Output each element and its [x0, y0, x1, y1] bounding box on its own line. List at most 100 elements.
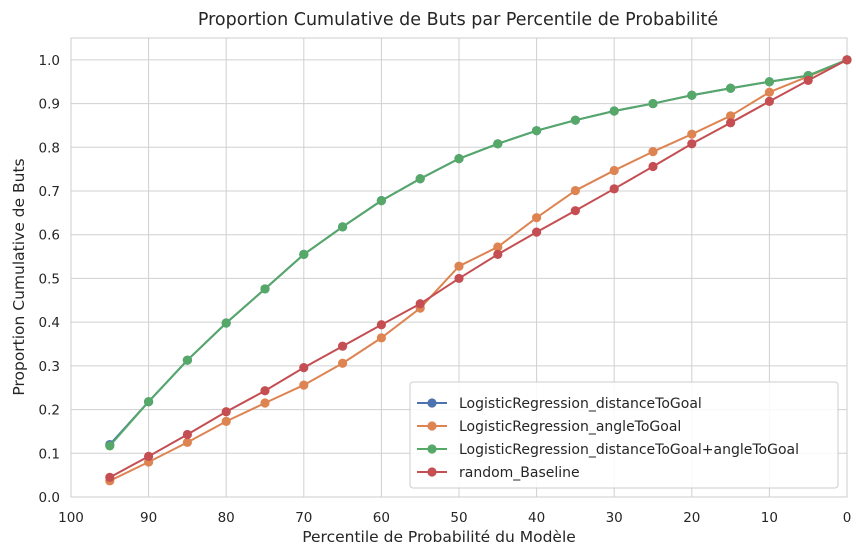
- data-point: [376, 333, 386, 343]
- data-point: [454, 154, 464, 164]
- data-point: [454, 273, 464, 284]
- y-tick-label: 0.7: [39, 184, 60, 200]
- data-point: [726, 83, 736, 93]
- data-point: [803, 75, 813, 86]
- data-point: [299, 363, 309, 373]
- data-point: [338, 341, 348, 351]
- data-point: [764, 87, 775, 97]
- data-point: [493, 242, 503, 252]
- data-point: [376, 196, 386, 206]
- x-tick-label: 40: [528, 510, 545, 526]
- series-layer: [105, 55, 852, 486]
- data-point: [338, 358, 348, 368]
- x-tick-label: 60: [373, 510, 390, 526]
- legend-box: [409, 381, 839, 489]
- data-point: [609, 184, 619, 194]
- x-tick-label: 100: [58, 510, 84, 526]
- y-tick-label: 0.5: [39, 271, 60, 287]
- data-point: [221, 407, 231, 417]
- data-point: [609, 106, 619, 116]
- data-point: [105, 472, 115, 482]
- y-tick-label: 0.2: [39, 403, 60, 419]
- data-point: [221, 318, 231, 328]
- x-tick-label: 10: [761, 510, 778, 526]
- legend-label: LogisticRegression_angleToGoal: [459, 419, 681, 435]
- legend-label: LogisticRegression_distanceToGoal+angleT…: [459, 442, 799, 458]
- series-2: [105, 55, 852, 451]
- data-point: [687, 90, 697, 100]
- data-point: [105, 441, 115, 451]
- legend-item: LogisticRegression_distanceToGoal+angleT…: [417, 442, 799, 458]
- data-point: [299, 380, 309, 390]
- legend-marker: [427, 467, 437, 477]
- legend-item: random_Baseline: [417, 465, 580, 481]
- data-point: [260, 386, 270, 396]
- legend: LogisticRegression_distanceToGoal Logisti…: [409, 381, 839, 489]
- x-tick-label: 0: [843, 510, 852, 526]
- y-tick-label: 1.0: [39, 53, 60, 69]
- data-point: [493, 249, 503, 259]
- data-point: [415, 299, 425, 309]
- data-point: [726, 111, 736, 121]
- x-tick-label: 50: [450, 510, 467, 526]
- y-axis-title: Proportion Cumulative de Buts: [10, 158, 28, 395]
- legend-marker: [427, 444, 437, 454]
- data-point: [570, 206, 581, 216]
- plot-frame: [70, 37, 848, 498]
- data-point: [144, 451, 154, 461]
- x-tick-label: 20: [683, 510, 700, 526]
- x-tick-label: 30: [606, 510, 623, 526]
- data-point: [648, 147, 658, 157]
- series-line: [109, 58, 848, 479]
- legend-label: LogisticRegression_distanceToGoal: [459, 396, 702, 412]
- data-point: [764, 96, 775, 106]
- data-point: [299, 249, 309, 259]
- legend-label: random_Baseline: [459, 465, 580, 481]
- legend-item: LogisticRegression_angleToGoal: [417, 419, 681, 435]
- data-point: [182, 437, 192, 447]
- chart-title: Proportion Cumulative de Buts par Percen…: [198, 10, 718, 30]
- data-point: [532, 227, 542, 237]
- x-tick-label: 80: [218, 510, 235, 526]
- data-point: [493, 139, 503, 149]
- data-point: [687, 129, 697, 139]
- x-tick-labels: 100 90 80 70 60 50 40 30 20 10 0: [58, 510, 851, 526]
- data-point: [532, 213, 542, 223]
- series-3: [105, 55, 852, 482]
- data-point: [338, 222, 348, 232]
- data-point: [648, 98, 658, 109]
- legend-marker: [427, 421, 437, 431]
- data-point: [532, 126, 542, 136]
- data-point: [376, 320, 386, 330]
- data-point: [260, 398, 270, 408]
- y-tick-label: 0.9: [39, 97, 60, 113]
- data-point: [454, 261, 464, 271]
- legend-marker: [427, 398, 437, 408]
- y-tick-label: 0.0: [39, 490, 60, 506]
- data-point: [415, 174, 425, 184]
- y-tick-label: 0.3: [39, 359, 60, 375]
- data-point: [764, 77, 775, 87]
- data-point: [726, 118, 736, 128]
- y-tick-label: 0.1: [39, 446, 60, 462]
- data-point: [221, 416, 231, 426]
- series-line: [109, 58, 848, 482]
- data-point: [144, 397, 154, 407]
- series-line: [109, 58, 848, 447]
- y-tick-label: 0.6: [39, 228, 60, 244]
- y-tick-label: 0.8: [39, 140, 60, 156]
- data-point: [609, 165, 619, 176]
- data-point: [648, 161, 658, 172]
- legend-item: LogisticRegression_distanceToGoal: [417, 396, 702, 412]
- data-point: [182, 355, 192, 365]
- series-1: [105, 55, 852, 486]
- x-tick-label: 70: [295, 510, 312, 526]
- y-tick-labels: 0.0 0.1 0.2 0.3 0.4 0.5 0.6 0.7 0.8 0.9 1.0: [39, 53, 60, 506]
- data-point: [260, 284, 270, 294]
- data-point: [182, 429, 192, 440]
- data-point: [842, 55, 852, 65]
- data-point: [570, 185, 581, 196]
- data-point: [687, 139, 697, 149]
- y-tick-label: 0.4: [39, 315, 60, 331]
